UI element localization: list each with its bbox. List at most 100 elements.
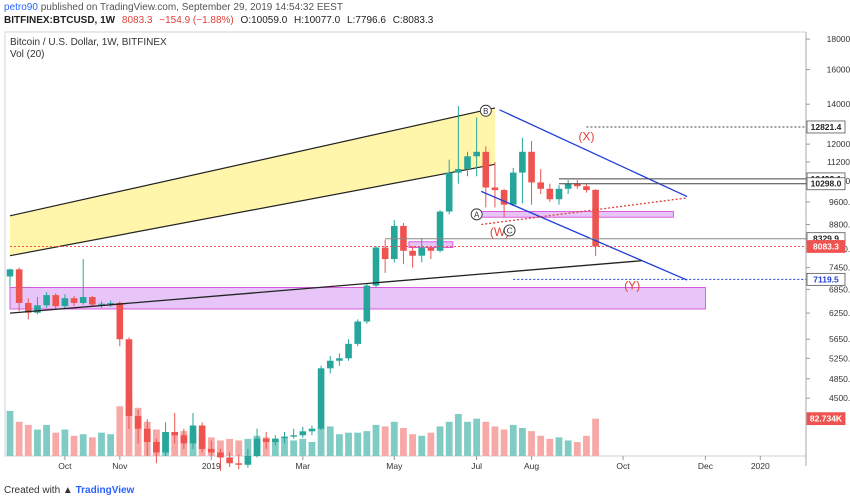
volume-bar — [336, 434, 343, 456]
wave-label-circle — [503, 224, 516, 237]
price-label-box — [806, 120, 846, 134]
candle-body — [89, 297, 96, 305]
volume-bar — [61, 429, 69, 456]
volume-bar — [482, 421, 490, 456]
yellow-channel-lower-edge — [9, 163, 496, 257]
x-tick-label: 2020 — [751, 461, 770, 471]
x-tick-label: Nov — [112, 461, 128, 471]
wave-label-y: (Y) — [624, 279, 640, 293]
volume-bar — [445, 421, 453, 456]
volume-bar — [464, 421, 471, 456]
candle-body — [107, 302, 114, 304]
volume-bar — [107, 434, 115, 456]
x-tick-label: Oct — [58, 461, 72, 471]
volume-bar — [436, 426, 444, 456]
red-dotted-trend — [481, 197, 688, 226]
price-label: 8083.3 — [813, 241, 839, 251]
candle-body — [217, 452, 224, 458]
x-tick-label: Oct — [616, 461, 630, 471]
candle-body — [509, 172, 517, 205]
candle-body — [281, 436, 288, 439]
volume-bar — [418, 435, 426, 456]
candle-body — [574, 183, 581, 187]
x-tick-label: Jul — [471, 461, 482, 471]
volume-bar — [281, 438, 288, 456]
price-chart[interactable]: BA(W)C(X)(Y)18000.016000.014000.012000.0… — [0, 28, 850, 473]
volume-bar — [88, 437, 96, 456]
volume-bar — [299, 438, 307, 456]
y-tick-label: 6250.0 — [829, 308, 850, 318]
volume-bar — [308, 442, 316, 456]
candle-body — [235, 463, 243, 465]
chart-title[interactable]: Bitcoin / U.S. Dollar, 1W, BITFINEX — [10, 37, 167, 48]
price-label: 12821.4 — [811, 122, 842, 132]
candle-body — [208, 448, 215, 453]
wave-label-a: A — [474, 210, 480, 219]
volume-indicator-label[interactable]: Vol (20) — [10, 49, 45, 60]
candle-body — [180, 435, 188, 444]
y-tick-label: 12000.0 — [827, 139, 850, 149]
candle-body — [564, 183, 572, 189]
candle-body — [473, 151, 480, 157]
volume-bar — [79, 434, 87, 456]
x-tick-label: Dec — [698, 461, 714, 471]
y-tick-label: 18000.0 — [827, 34, 850, 44]
candle-body — [592, 189, 599, 247]
candle-body — [171, 431, 178, 436]
price-label-box — [806, 240, 846, 253]
candle-body — [290, 435, 297, 437]
tradingview-brand[interactable]: TradingView — [75, 485, 135, 496]
candle-body — [244, 456, 252, 465]
candle-body — [61, 298, 69, 307]
volume-bar — [326, 426, 334, 456]
candle-body — [363, 285, 371, 322]
y-tick-label: 5250.0 — [829, 353, 850, 363]
candle-body — [43, 295, 50, 306]
volume-bar — [317, 428, 325, 456]
volume-bar — [427, 432, 435, 456]
candle-body — [98, 303, 105, 305]
volume-bar — [271, 440, 279, 456]
y-tick-label: 8800.0 — [829, 219, 850, 229]
candle-body — [162, 431, 169, 453]
candle-body — [427, 247, 435, 251]
ohlc-line: BITFINEX:BTCUSD, 1W 8083.3 −154.9 (−1.88… — [4, 15, 433, 27]
volume-bar — [500, 429, 508, 456]
candle-body — [583, 186, 590, 191]
candle-body — [528, 151, 535, 183]
volume-bar — [52, 432, 60, 456]
volume-bar — [34, 429, 41, 456]
price-label: 10298.0 — [811, 179, 842, 189]
candle-body — [15, 269, 23, 303]
candle-body — [308, 428, 316, 432]
y-tick-label: 6850.0 — [829, 284, 850, 294]
y-tick-label: 5650.0 — [829, 334, 850, 344]
publish-line: petro90 published on TradingView.com, Se… — [4, 2, 343, 14]
volume-bar — [509, 424, 517, 456]
symbol-label[interactable]: BITFINEX:BTCUSD, 1W — [4, 15, 116, 26]
header: petro90 published on TradingView.com, Se… — [0, 0, 850, 28]
candle-body — [134, 416, 142, 429]
volume-bar — [409, 434, 416, 456]
candle-body — [500, 190, 508, 205]
wave-label-circle — [470, 208, 483, 221]
volume-bar — [98, 432, 105, 456]
volume-bar — [171, 434, 179, 456]
candle-body — [125, 339, 133, 417]
wave-label-x: (X) — [578, 130, 594, 144]
candle-body — [299, 431, 307, 436]
candle-body — [153, 441, 160, 453]
wave-label-b: B — [483, 107, 488, 116]
candle-body — [537, 182, 544, 189]
volume-bar — [555, 437, 563, 456]
candle-body — [482, 151, 490, 188]
volume-bar — [573, 442, 581, 456]
yellow-channel-upper-edge — [9, 107, 496, 217]
volume-bar — [24, 424, 32, 456]
x-tick-label: Mar — [295, 461, 310, 471]
volume-bar — [390, 421, 398, 456]
candle-body — [555, 188, 563, 200]
volume-bar — [235, 440, 243, 456]
price-change: −154.9 (−1.88%) — [159, 15, 234, 26]
publisher-name[interactable]: petro90 — [4, 2, 38, 13]
